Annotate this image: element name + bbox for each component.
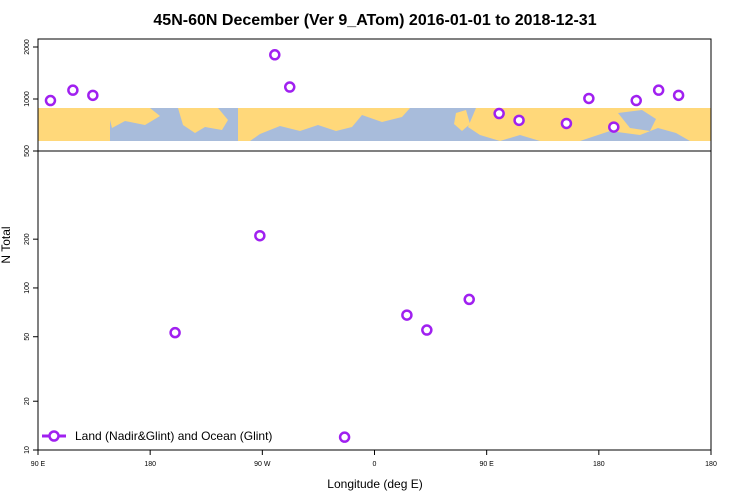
top-point-7: [560, 117, 573, 130]
top-point-12: [672, 89, 685, 102]
top-y-tick-label-1: 1000: [24, 91, 31, 107]
legend-label: Land (Nadir&Glint) and Ocean (Glint): [75, 429, 272, 443]
legend-marker: [48, 430, 60, 442]
top-point-0: [44, 94, 57, 107]
top-point-2: [87, 89, 99, 102]
land-region-americas-west: [38, 108, 110, 141]
land-region-uk: [454, 110, 470, 131]
legend: Land (Nadir&Glint) and Ocean (Glint): [42, 429, 272, 443]
top-y-tick-label-2: 500: [24, 145, 31, 157]
top-point-9: [608, 121, 620, 133]
x-tick-label-3: 0: [373, 461, 377, 468]
top-point-1: [67, 84, 79, 96]
top-point-3: [269, 49, 281, 61]
x-axis: 90 E 180 90 W 0 90 E 180 180: [31, 450, 717, 468]
x-tick-label-end: 180: [705, 461, 717, 468]
bottom-point-0: [169, 326, 181, 339]
bottom-y-tick-label-3: 50: [24, 333, 31, 341]
land-region-kamchatka: [618, 110, 656, 131]
bottom-point-2: [338, 431, 351, 443]
land-region-asia-pacific: [178, 108, 228, 133]
top-point-8: [583, 92, 595, 105]
world-map-strip: [38, 108, 711, 141]
bottom-point-4: [421, 324, 433, 336]
bottom-point-3: [401, 309, 413, 321]
chart-title: 45N-60N December (Ver 9_ATom) 2016-01-01…: [153, 12, 596, 29]
bottom-point-5: [463, 293, 475, 306]
bottom-panel-points: [169, 229, 475, 443]
top-y-tick-label-0: 2000: [24, 39, 31, 55]
land-region-alaska: [110, 108, 160, 128]
bottom-point-1: [254, 229, 266, 242]
bottom-y-tick-label-5: 10: [24, 446, 31, 454]
bottom-y-tick-label-1: 200: [24, 233, 31, 245]
bottom-panel-frame: [37, 150, 712, 451]
x-tick-label-1: 180: [144, 461, 156, 468]
top-point-10: [630, 94, 642, 107]
x-tick-label-0: 90 E: [31, 461, 46, 468]
x-axis-label: Longitude (deg E): [327, 477, 422, 491]
land-region-north-america: [238, 108, 410, 141]
y-axis-label: N Total: [0, 226, 13, 263]
bottom-y-axis: 200 100 50 20 10: [24, 233, 38, 454]
top-point-5: [493, 107, 505, 120]
top-y-axis: 2000 1000 500: [24, 39, 38, 157]
x-tick-label-4: 90 E: [479, 461, 494, 468]
top-panel-points: [44, 49, 685, 133]
x-tick-label-5: 180: [593, 461, 605, 468]
top-point-4: [284, 81, 296, 93]
bottom-y-tick-label-4: 20: [24, 397, 31, 405]
bottom-y-tick-label-2: 100: [24, 282, 31, 294]
top-point-11: [652, 84, 665, 96]
top-point-6: [513, 114, 525, 127]
x-tick-label-2: 90 W: [254, 461, 271, 468]
